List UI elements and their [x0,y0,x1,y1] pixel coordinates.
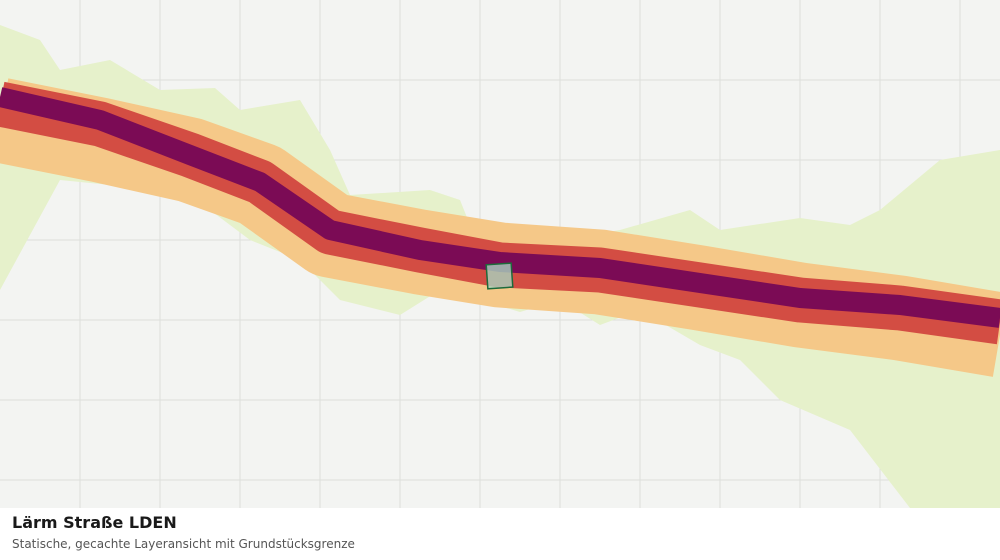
caption-bar: Lärm Straße LDEN Statische, gecachte Lay… [0,508,1000,560]
layer-subtitle: Statische, gecachte Layeransicht mit Gru… [12,537,355,551]
parcel-boundary[interactable] [485,262,514,290]
noise-zone-very-high [0,87,1000,328]
map-canvas [0,0,1000,508]
layer-title: Lärm Straße LDEN [12,513,177,532]
